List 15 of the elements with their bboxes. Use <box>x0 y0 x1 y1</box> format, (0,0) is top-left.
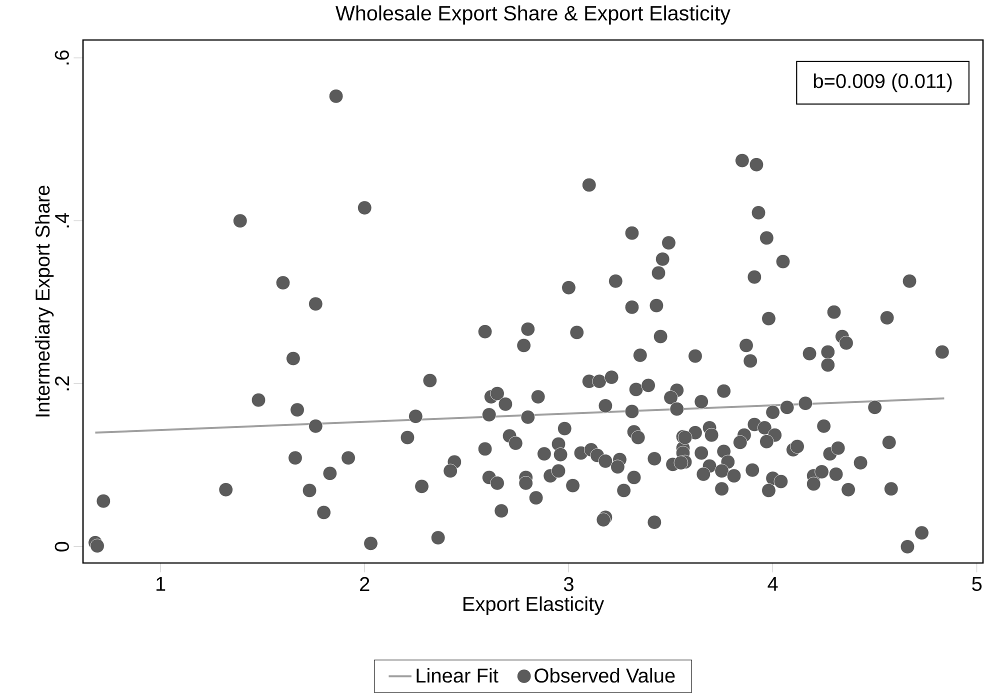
y-tick-label: 0 <box>54 542 69 552</box>
x-axis-title: Export Elasticity <box>464 596 604 615</box>
legend-label: Observed Value <box>534 668 675 683</box>
y-tick-label: .2 <box>54 376 69 390</box>
x-tick-label: 5 <box>972 577 982 591</box>
x-tick-label: 1 <box>156 577 166 591</box>
y-axis-title: Intermediary Export Share <box>35 186 54 416</box>
x-tick-label: 4 <box>768 577 778 591</box>
chart-title: Wholesale Export Share & Export Elasticity <box>336 5 730 25</box>
y-tick-label: .6 <box>54 50 69 64</box>
legend-label: Linear Fit <box>416 668 498 683</box>
x-tick-label: 2 <box>360 577 370 591</box>
y-tick-label: .4 <box>55 213 69 228</box>
annotation: b=0.009 (0.011) <box>814 73 952 92</box>
x-tick-label: 3 <box>564 577 574 592</box>
